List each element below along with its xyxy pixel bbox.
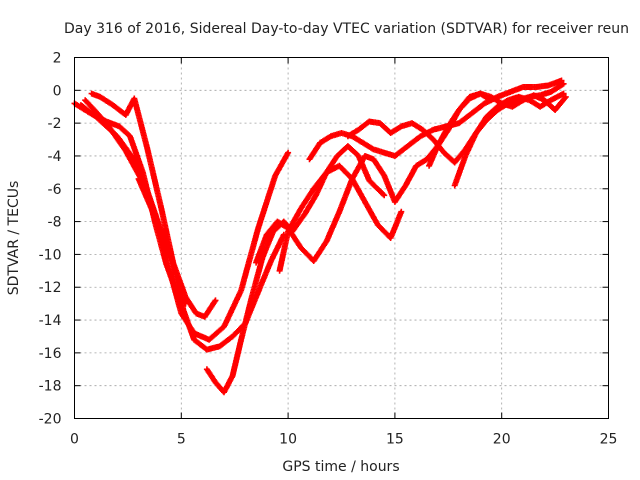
y-tick-label: -6 xyxy=(48,182,62,198)
y-tick-label: 2 xyxy=(53,51,62,67)
y-tick-label: -18 xyxy=(39,379,62,395)
y-tick-label: 0 xyxy=(53,83,62,99)
y-tick-label: -20 xyxy=(39,412,62,428)
y-tick-label: -14 xyxy=(39,313,62,329)
y-tick-label: -8 xyxy=(48,215,62,231)
y-axis-label: SDTVAR / TECUs xyxy=(6,181,22,296)
series-sat-8 xyxy=(276,162,405,274)
x-tick-label: 5 xyxy=(177,432,186,448)
x-tick-label: 25 xyxy=(600,432,618,448)
y-tick-label: -4 xyxy=(48,149,62,165)
chart-title: Day 316 of 2016, Sidereal Day-to-day VTE… xyxy=(64,21,629,37)
data-point xyxy=(560,90,567,97)
y-tick-label: -2 xyxy=(48,116,62,132)
series-sat-5 xyxy=(135,175,219,320)
x-tick-label: 0 xyxy=(70,432,79,448)
data-point xyxy=(398,208,405,215)
series-sat-12 xyxy=(451,90,567,189)
series-sat-6 xyxy=(203,143,388,396)
y-tick-label: -12 xyxy=(39,280,62,296)
x-tick-label: 10 xyxy=(279,432,297,448)
data-points xyxy=(71,77,569,396)
data-point xyxy=(381,192,388,199)
series-sat-3 xyxy=(77,102,189,307)
x-tick-label: 15 xyxy=(386,432,404,448)
x-axis-label: GPS time / hours xyxy=(282,459,399,475)
plot-frame xyxy=(74,57,609,419)
data-point xyxy=(560,80,567,87)
data-point xyxy=(212,297,219,304)
data-point xyxy=(285,149,292,156)
grid-lines xyxy=(74,57,609,419)
y-tick-label: -10 xyxy=(39,247,62,263)
axis-ticks: 0 5 10 15 20 25-20-18-16-14-12-10-8-6-4-202 xyxy=(39,51,618,448)
series-sat-9 xyxy=(306,77,565,163)
data-point xyxy=(380,191,387,198)
y-tick-label: -16 xyxy=(39,346,62,362)
data-point xyxy=(562,93,569,100)
series-sat-2 xyxy=(82,97,287,353)
x-tick-label: 20 xyxy=(493,432,511,448)
